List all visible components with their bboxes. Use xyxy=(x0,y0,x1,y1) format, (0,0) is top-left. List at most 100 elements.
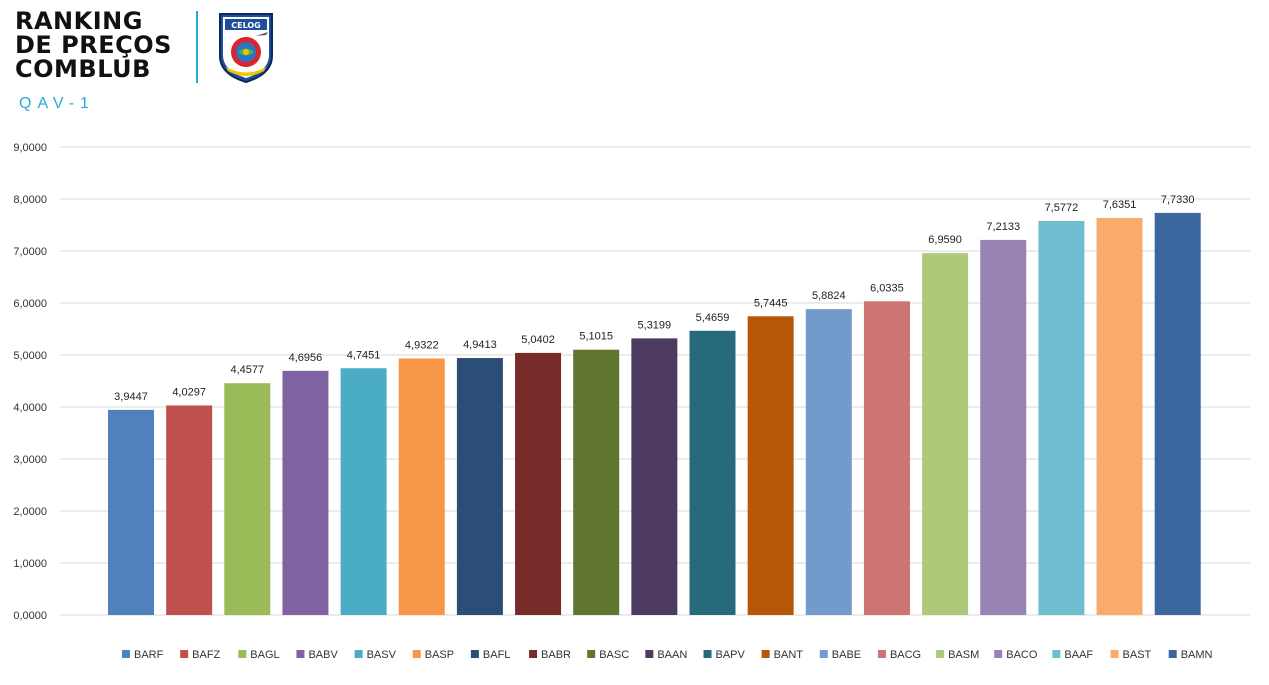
bar-basc xyxy=(573,349,620,615)
legend-label: BASV xyxy=(367,649,397,661)
bar-bapv xyxy=(689,330,736,615)
legend-swatch xyxy=(180,650,189,658)
bar-bant xyxy=(747,316,794,615)
legend-label: BABV xyxy=(308,649,338,661)
legend-label: BABE xyxy=(832,649,861,661)
bar-bacg xyxy=(863,301,910,615)
bar-bast xyxy=(1096,217,1143,615)
bar-bafz xyxy=(166,405,213,615)
y-tick-label: 4,0000 xyxy=(13,402,47,414)
legend-swatch xyxy=(936,650,945,658)
header-divider xyxy=(196,11,198,83)
title-line-1: RANKING xyxy=(15,7,143,35)
data-label: 4,9413 xyxy=(463,339,497,351)
data-label: 5,7445 xyxy=(754,297,788,309)
bar-bafl xyxy=(456,358,503,615)
bar-baan xyxy=(631,338,678,615)
data-label: 3,9447 xyxy=(114,391,148,403)
bar-bagl xyxy=(224,383,271,615)
legend-label: BAAF xyxy=(1064,649,1093,661)
data-label: 5,4659 xyxy=(696,312,730,324)
legend-label: BAFZ xyxy=(192,649,220,661)
header: RANKING DE PREÇOS COMBLUB CELOG QAV-1 xyxy=(0,0,400,120)
data-label: 5,8824 xyxy=(812,290,846,302)
legend-swatch xyxy=(238,650,247,658)
legend-swatch xyxy=(1110,650,1119,658)
bar-bamn xyxy=(1154,212,1201,615)
legend-swatch xyxy=(645,650,654,658)
bar-barf xyxy=(108,409,154,615)
data-labels: 3,9447 4,0297 4,4577 4,6956 4,7451 4,9322 4,94… xyxy=(114,194,1194,403)
bar-babe xyxy=(805,309,852,615)
legend-label: BANT xyxy=(774,649,804,661)
legend-swatch xyxy=(1168,650,1177,658)
legend-swatch xyxy=(994,650,1003,658)
legend-swatch xyxy=(877,650,886,658)
legend-swatch xyxy=(761,650,770,658)
legend-swatch xyxy=(819,650,828,658)
y-tick-label: 5,0000 xyxy=(13,350,47,362)
data-label: 6,9590 xyxy=(928,234,962,246)
y-tick-label: 9,0000 xyxy=(13,142,47,154)
data-label: 4,9322 xyxy=(405,340,439,352)
legend-label: BASP xyxy=(425,649,454,661)
data-label: 4,6956 xyxy=(289,352,323,364)
y-tick-label: 1,0000 xyxy=(13,558,47,570)
legend-swatch xyxy=(412,650,421,658)
celog-logo: CELOG xyxy=(219,13,273,84)
bar-baaf xyxy=(1038,220,1085,615)
y-tick-label: 6,0000 xyxy=(13,298,47,310)
legend-label: BASM xyxy=(948,649,979,661)
legend-label: BAST xyxy=(1123,649,1152,661)
legend-label: BACG xyxy=(890,649,921,661)
data-label: 5,1015 xyxy=(579,331,613,343)
bar-basv xyxy=(340,368,387,615)
legend-swatch xyxy=(470,650,479,658)
data-label: 5,3199 xyxy=(638,319,672,331)
bar-babr xyxy=(515,352,562,615)
legend: BARF BAFZ BAGL BABV BASV BASP BAFL BABR BASC BAAN… xyxy=(122,649,1213,661)
legend-swatch xyxy=(529,650,538,658)
legend-swatch xyxy=(703,650,712,658)
data-label: 4,0297 xyxy=(172,386,206,398)
legend-label: BAFL xyxy=(483,649,511,661)
legend-swatch xyxy=(587,650,596,658)
legend-label: BAMN xyxy=(1181,649,1213,661)
legend-label: BACO xyxy=(1006,649,1038,661)
legend-label: BAAN xyxy=(657,649,687,661)
y-tick-label: 3,0000 xyxy=(13,454,47,466)
data-label: 7,7330 xyxy=(1161,194,1195,206)
page-title: RANKING DE PREÇOS COMBLUB xyxy=(15,9,172,81)
legend-swatch xyxy=(122,650,130,658)
legend-label: BARF xyxy=(134,649,164,661)
data-label: 7,6351 xyxy=(1103,199,1137,211)
legend-label: BASC xyxy=(599,649,629,661)
bars xyxy=(108,212,1201,616)
data-label: 7,2133 xyxy=(986,221,1020,233)
y-tick-label: 2,0000 xyxy=(13,506,47,518)
legend-label: BAPV xyxy=(716,649,746,661)
legend-label: BABR xyxy=(541,649,571,661)
legend-swatch xyxy=(296,650,305,658)
legend-swatch xyxy=(354,650,363,658)
logo-text: CELOG xyxy=(231,21,261,30)
title-line-3: COMBLUB xyxy=(15,55,151,83)
data-label: 5,0402 xyxy=(521,334,555,346)
bar-babv xyxy=(282,370,329,615)
legend-label: BAGL xyxy=(250,649,279,661)
data-label: 6,0335 xyxy=(870,282,904,294)
data-label: 7,5772 xyxy=(1045,202,1079,214)
y-tick-label: 8,0000 xyxy=(13,194,47,206)
title-line-2: DE PREÇOS xyxy=(15,31,172,59)
bar-baco xyxy=(980,239,1027,616)
bar-basm xyxy=(922,253,969,615)
bar-basp xyxy=(398,358,445,615)
y-tick-label: 0,0000 xyxy=(13,610,47,622)
y-tick-label: 7,0000 xyxy=(13,246,47,258)
subtitle: QAV-1 xyxy=(19,95,95,112)
data-label: 4,7451 xyxy=(347,349,381,361)
y-axis-ticks: 0,0000 1,0000 2,0000 3,0000 4,0000 5,0000 6,00… xyxy=(13,142,47,622)
data-label: 4,4577 xyxy=(230,364,264,376)
legend-swatch xyxy=(1052,650,1061,658)
